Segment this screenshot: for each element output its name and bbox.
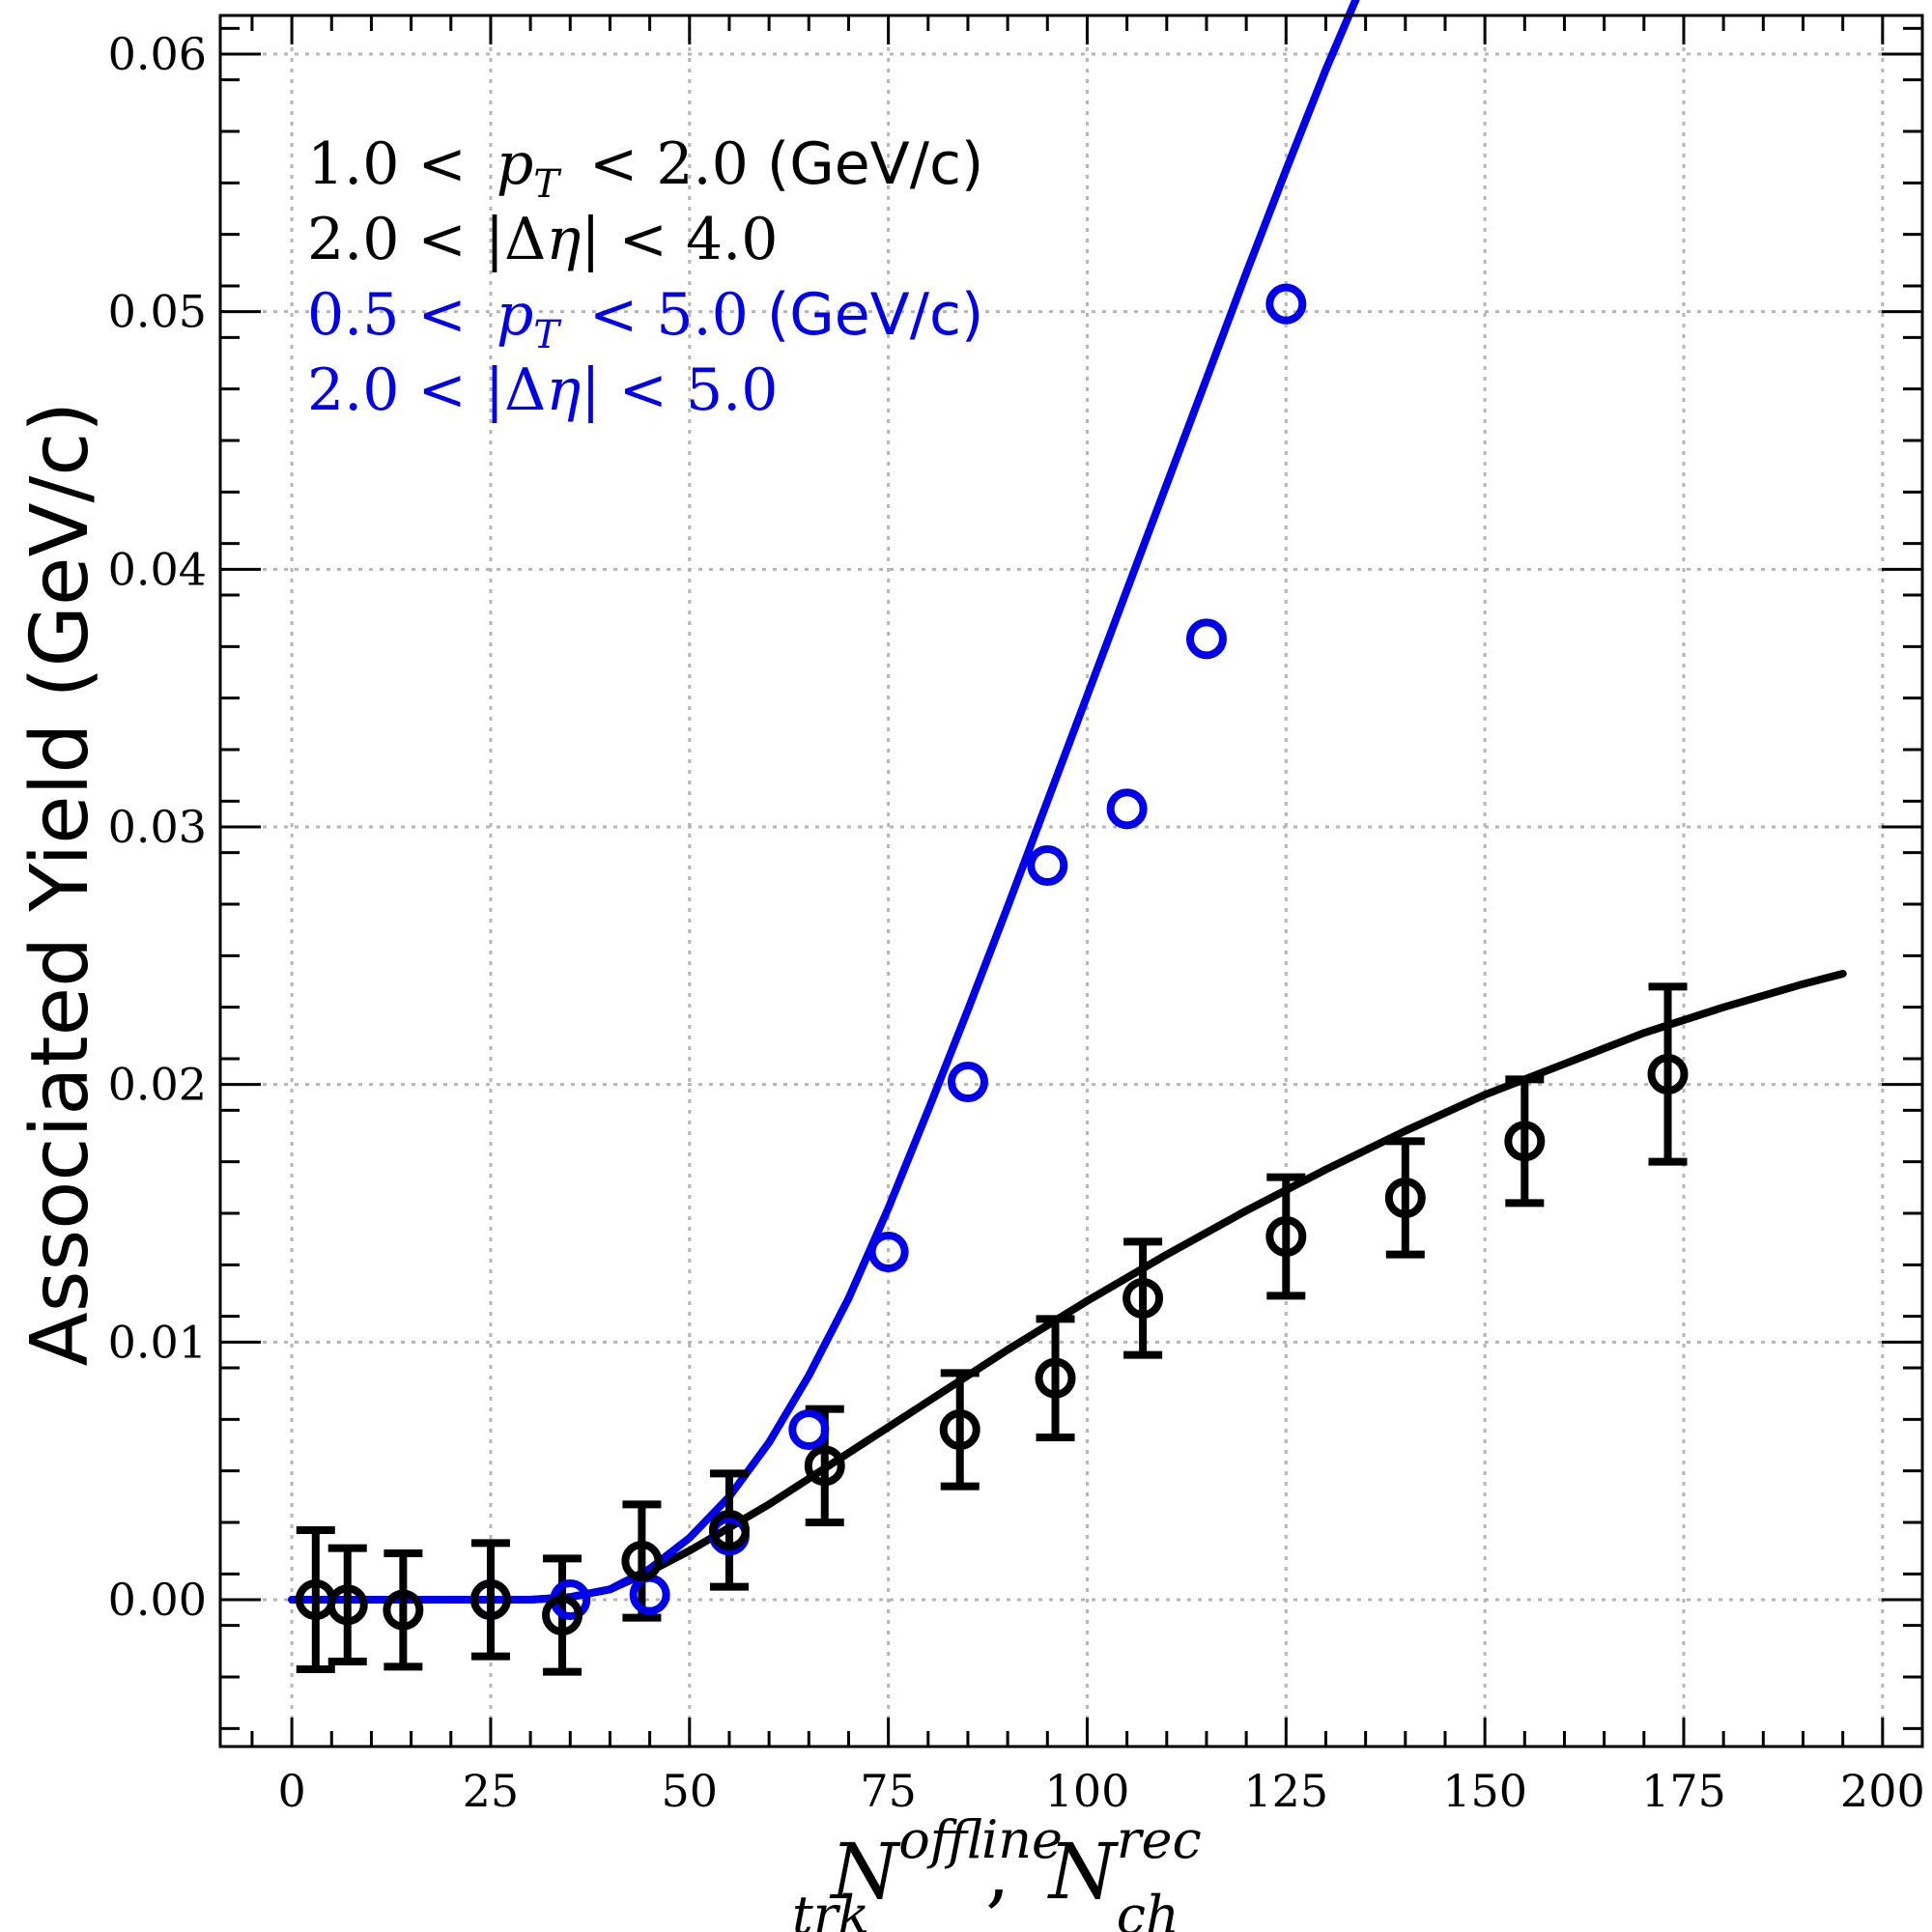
plot-frame [218,14,1924,1748]
x-tick-label: 100 [1045,1765,1130,1817]
data-point [1106,788,1148,830]
y-tick-label: 0.06 [108,28,207,80]
data-point [939,1409,980,1450]
data-point [1265,283,1307,325]
x-tick-label: 200 [1840,1765,1925,1817]
y-tick-label: 0.05 [108,286,207,338]
y-tick-label: 0.00 [108,1574,207,1626]
data-point [621,1541,663,1581]
y-axis-title: Associated Yield (GeV/c) [14,402,106,1367]
data-point [867,1232,909,1272]
data-point [708,1510,750,1550]
error-bar [1123,1237,1163,1359]
error-bar [709,1469,749,1591]
legend-line-2: 2.0 < |Δη| < 4.0 [307,206,778,273]
error-bar [470,1539,510,1661]
y-tick-label: 0.02 [108,1059,207,1111]
data-point [1122,1278,1164,1319]
data-point [542,1595,583,1635]
x-tick-label: 150 [1442,1765,1527,1817]
data-point [1027,845,1068,886]
error-bar [1385,1137,1425,1259]
error-bar [1266,1173,1306,1300]
data-markers [295,283,1689,1635]
y-tick-label: 0.01 [108,1316,207,1368]
data-point [1504,1121,1546,1162]
error-bars [296,982,1688,1676]
data-point [1647,1054,1689,1094]
error-bar [622,1500,662,1622]
error-bar [940,1369,980,1491]
legend-line-3: 0.5 < pT < 5.0 (GeV/c) [307,281,983,362]
x-tick-label: 75 [860,1765,917,1817]
x-tick-label: 50 [662,1765,719,1817]
error-bar [1036,1315,1075,1441]
grid [220,15,1922,1747]
error-bar [327,1544,367,1665]
data-point [1265,1216,1307,1257]
x-tick-label: 175 [1641,1765,1726,1817]
data-point [1035,1357,1076,1399]
y-tick-label: 0.04 [108,543,207,595]
y-tick-label: 0.03 [108,801,207,853]
legend: 1.0 < pT < 2.0 (GeV/c) 2.0 < |Δη| < 4.0 … [307,130,983,424]
data-point [1185,618,1227,660]
fit-curve-series-0 [288,970,1847,1604]
x-tick-label: 25 [463,1765,520,1817]
x-tick-label: 125 [1243,1765,1328,1817]
data-point [947,1062,988,1102]
x-tick-label: 0 [277,1765,305,1817]
error-bar [384,1549,423,1671]
data-point [1384,1178,1426,1218]
error-bar [296,1526,335,1673]
x-axis-title: Noffline trk, Nrec ch [792,1809,1202,1932]
data-point [804,1445,845,1487]
legend-line-4: 2.0 < |Δη| < 5.0 [307,356,778,424]
error-bar [1505,1075,1545,1208]
axis-ticks [220,15,1924,1747]
data-point [327,1584,368,1626]
data-point [788,1409,830,1450]
legend-line-1: 1.0 < pT < 2.0 (GeV/c) [307,130,983,212]
data-point [469,1579,511,1620]
data-point [383,1589,424,1631]
tick-labels: 0 25 50 75 100 125 150 175 200 0.00 0.01 0.02 0.03 0.… [108,28,1925,1817]
error-bar [1648,982,1688,1166]
